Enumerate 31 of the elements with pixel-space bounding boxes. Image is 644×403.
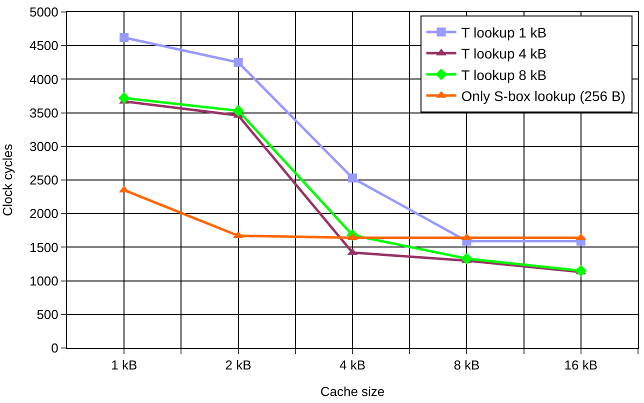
x-tick-label: 4 kB — [339, 358, 366, 373]
y-axis-title: Clock cycles — [0, 143, 15, 216]
point — [348, 173, 357, 182]
y-tick-label: 500 — [36, 306, 58, 322]
y-tick-label: 5000 — [29, 4, 58, 20]
x-tick-label: 1 kB — [111, 358, 138, 373]
y-tick-label: 4500 — [29, 38, 58, 54]
legend-label: T lookup 4 kB — [461, 46, 547, 62]
legend-label: T lookup 8 kB — [461, 66, 547, 83]
x-tick-label: 2 kB — [225, 358, 252, 373]
y-tick-label: 0 — [51, 340, 58, 356]
point — [118, 92, 130, 104]
x-tick-label: 8 kB — [454, 358, 480, 373]
point — [234, 58, 243, 67]
point — [120, 33, 129, 42]
y-tick-label: 4000 — [29, 72, 58, 87]
point — [232, 104, 244, 117]
y-tick-label: 1500 — [29, 240, 58, 255]
legend-label: T lookup 1 kB — [461, 24, 547, 40]
point — [460, 252, 473, 264]
point — [233, 231, 244, 238]
y-tick-label: 2500 — [29, 172, 58, 188]
y-tick-label: 3000 — [29, 138, 58, 154]
y-tick-label: 3500 — [29, 105, 58, 120]
legend-label: Only S-box lookup (256 B) — [461, 88, 626, 104]
x-axis-title: Cache size — [320, 384, 385, 400]
x-tick-label: 16 kB — [564, 358, 598, 373]
point — [575, 264, 587, 277]
y-tick-label: 2000 — [29, 206, 58, 222]
y-tick-label: 1000 — [29, 273, 58, 288]
point — [462, 233, 472, 240]
